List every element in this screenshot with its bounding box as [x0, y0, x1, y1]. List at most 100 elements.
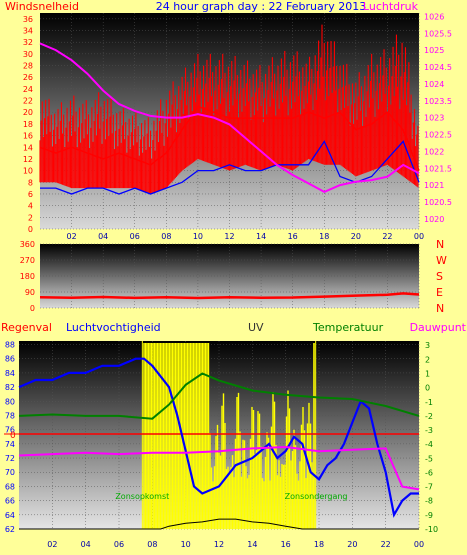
- x-tick-label: 16: [288, 232, 298, 241]
- x-tick-label: 20: [351, 232, 361, 241]
- label-regenval: Regenval: [1, 321, 52, 334]
- y-tick-label: 90: [25, 288, 35, 297]
- grid-2: [40, 243, 420, 309]
- x-tick-label: 00: [414, 540, 424, 549]
- y-tick-label: 1: [425, 370, 430, 379]
- y-tick-label: 12: [23, 155, 33, 164]
- direction-label: E: [436, 286, 443, 299]
- x-tick-label: 12: [214, 540, 224, 549]
- x-tick-label: 18: [314, 540, 324, 549]
- y-tick-label: 6: [28, 190, 33, 199]
- y-tick-label: 68: [5, 482, 15, 491]
- y-tick-label: 0: [28, 225, 33, 234]
- y-tick-label: 20: [23, 108, 33, 117]
- x-tick-label: 04: [81, 540, 91, 549]
- y-tick-label: 74: [5, 440, 15, 449]
- series-line-uv: [19, 518, 419, 530]
- x-tick-label: 10: [181, 540, 191, 549]
- y-left-ticks-2: 0 90 180 270 360: [20, 240, 35, 313]
- y-tick-label: 30: [23, 50, 33, 59]
- rain-value-label: 0: [10, 431, 16, 441]
- series-line-pressure: [39, 42, 420, 194]
- y-tick-label: 72: [5, 454, 15, 463]
- x-tick-label: 14: [256, 232, 266, 241]
- y-tick-label: -7: [425, 483, 433, 492]
- x-tick-label: 12: [224, 232, 234, 241]
- y-tick-label: 1025: [424, 46, 444, 55]
- y-tick-label: 1024.5: [424, 63, 452, 72]
- y-tick-label: 36: [23, 15, 33, 24]
- y-tick-label: 1022: [424, 147, 444, 156]
- direction-label: W: [436, 254, 447, 267]
- y-tick-label: 1021: [424, 181, 444, 190]
- y-tick-label: 26: [23, 73, 33, 82]
- y-tick-label: 24: [23, 85, 33, 94]
- label-uv: UV: [248, 321, 264, 334]
- x-tick-label: 16: [281, 540, 291, 549]
- label-dauwpunt: Dauwpunt: [410, 321, 467, 334]
- y-tick-label: 1026: [424, 12, 444, 21]
- x-tick-label: 06: [130, 232, 140, 241]
- y-tick-label: 2: [28, 213, 33, 222]
- y-tick-label: 88: [5, 341, 15, 350]
- x-tick-label: 02: [47, 540, 57, 549]
- y-tick-label: 22: [23, 97, 33, 106]
- y-tick-label: 64: [5, 511, 15, 520]
- x-tick-label: 18: [319, 232, 329, 241]
- y-tick-label: 1023: [424, 114, 444, 123]
- y-tick-label: 80: [5, 397, 15, 406]
- y-right-ticks-1: 1020 1020.5 1021 1021.5 1022 1022.5 1023 1023.5…: [424, 12, 452, 224]
- label-temperatuur: Temperatuur: [312, 321, 384, 334]
- y-tick-label: 34: [23, 27, 33, 36]
- y-tick-label: 14: [23, 143, 33, 152]
- y-tick-label: 180: [20, 272, 35, 281]
- x-ticks-1: 02 04 06 08 10 12 14 16 18 20 22 00: [66, 232, 424, 241]
- y-tick-label: 8: [28, 178, 33, 187]
- left-axis-label-windsnelheid: Windsnelheid: [5, 0, 79, 13]
- y-tick-label: 0: [425, 384, 430, 393]
- x-tick-label: 00: [414, 232, 424, 241]
- x-tick-label: 04: [98, 232, 108, 241]
- y-tick-label: 4: [28, 202, 33, 211]
- y-tick-label: 1025.5: [424, 29, 452, 38]
- annotation-zonsopkomst: Zonsopkomst: [115, 492, 169, 501]
- y-tick-label: -10: [425, 525, 438, 534]
- y-tick-label: 18: [23, 120, 33, 129]
- y-tick-label: -6: [425, 468, 433, 477]
- series-line-dewpoint: [18, 445, 420, 491]
- x-tick-label: 06: [114, 540, 124, 549]
- x-tick-label: 10: [193, 232, 203, 241]
- series-line-temperature: [18, 372, 420, 420]
- chart-title: 24 hour graph day : 22 February 2013: [156, 0, 367, 13]
- x-tick-label: 02: [66, 232, 76, 241]
- label-luchtvochtigheid: Luchtvochtigheid: [66, 321, 161, 334]
- right-axis-label-luchtdruk: Luchtdruk: [363, 0, 419, 13]
- y-tick-label: 32: [23, 38, 33, 47]
- x-tick-label: 08: [147, 540, 157, 549]
- y-tick-label: 66: [5, 497, 15, 506]
- series-marks-2: [39, 292, 420, 300]
- y-tick-label: 78: [5, 411, 15, 420]
- y-tick-label: 360: [20, 240, 35, 249]
- y-tick-label: -8: [425, 497, 433, 506]
- y-tick-label: 3: [425, 341, 430, 350]
- x-tick-label: 22: [381, 540, 391, 549]
- y-tick-label: 62: [5, 525, 15, 534]
- y-tick-label: 84: [5, 369, 15, 378]
- series-marks-1: [39, 24, 420, 195]
- y-tick-label: 1022.5: [424, 131, 452, 140]
- y-tick-label: 28: [23, 62, 33, 71]
- y-tick-label: -5: [425, 454, 433, 463]
- y-tick-label: -3: [425, 426, 433, 435]
- direction-label: N: [436, 238, 444, 251]
- y-tick-label: 2: [425, 355, 430, 364]
- y-tick-label: 0: [30, 304, 35, 313]
- series-line-windgust: [39, 105, 420, 171]
- y-tick-label: -1: [425, 398, 433, 407]
- y-left-ticks-3: 62 64 66 68 70 72 74 76 78 80 82 84 86 88: [5, 341, 15, 534]
